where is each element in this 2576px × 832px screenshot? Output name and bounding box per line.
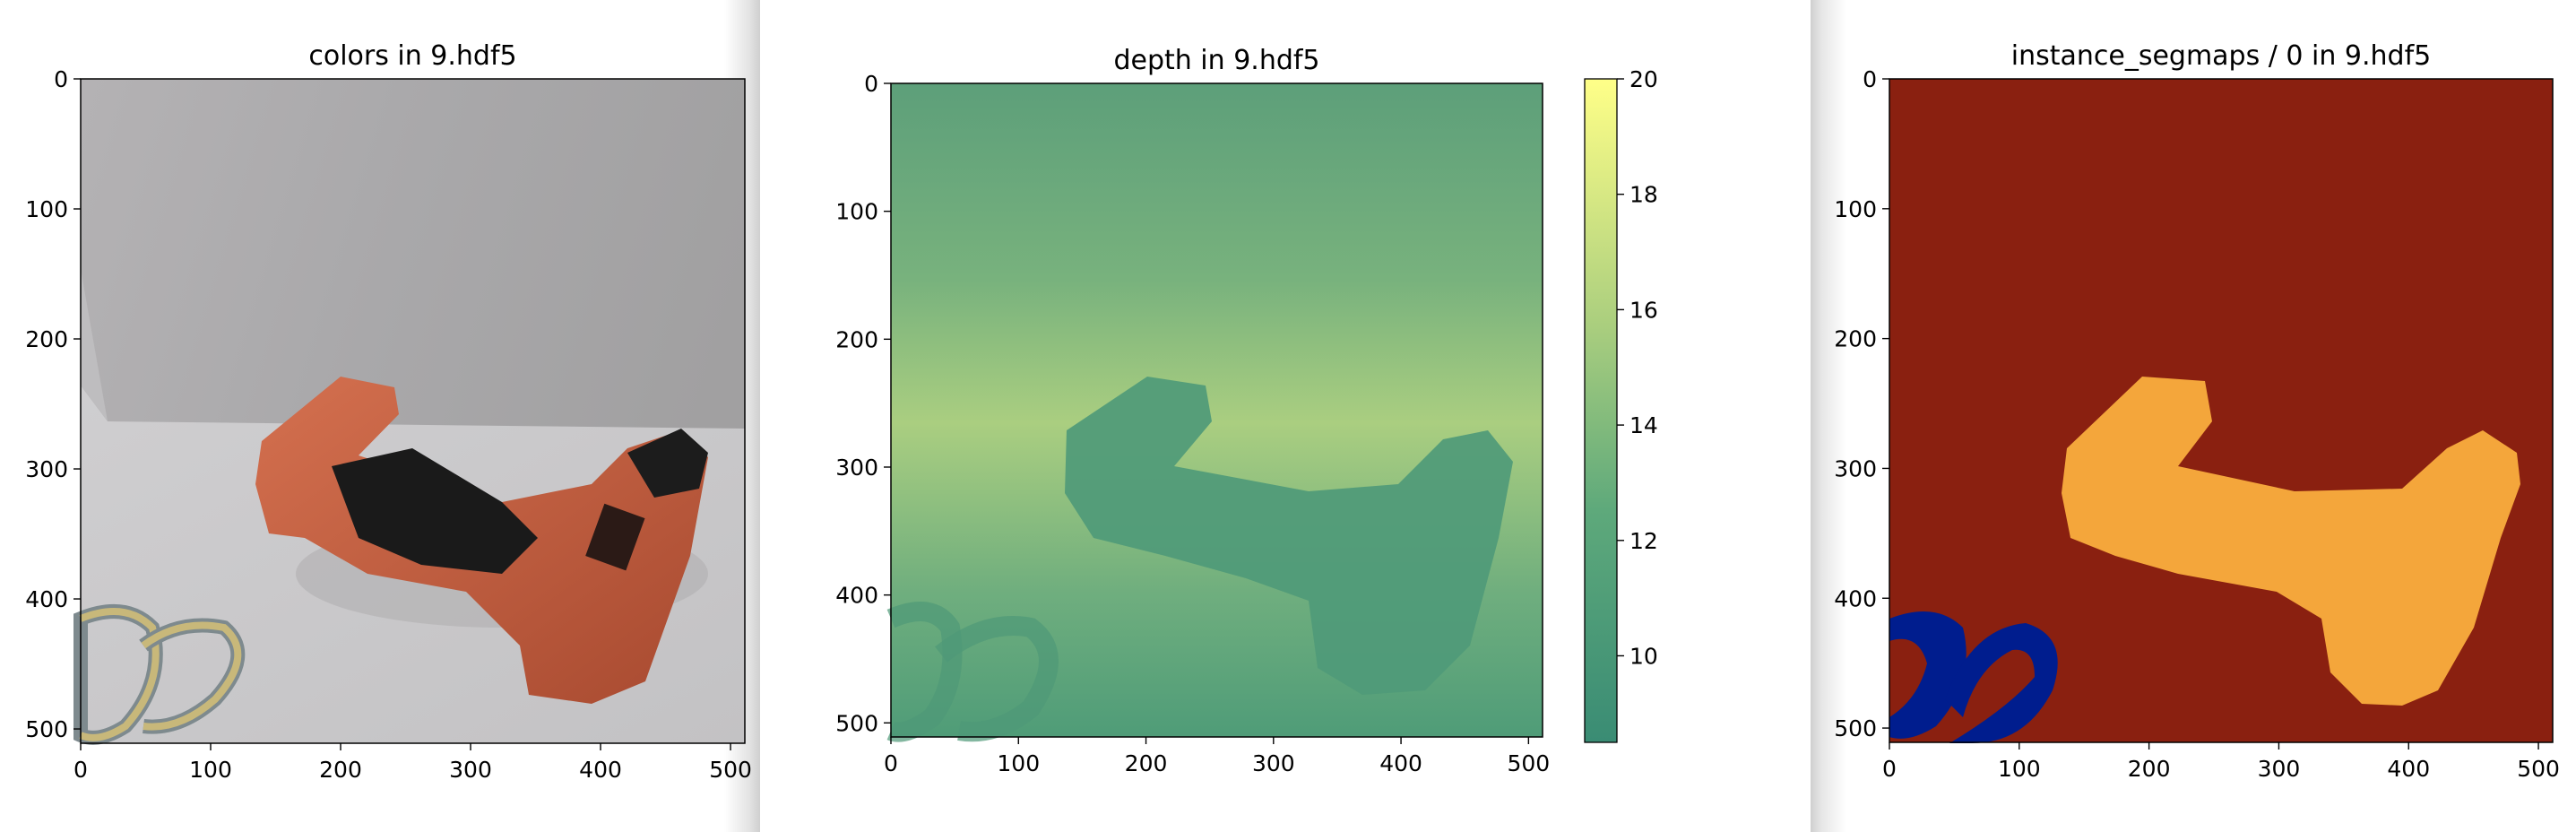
colorbar-tick-label: 16 (1629, 297, 1658, 323)
x-tick-label: 300 (449, 757, 492, 783)
y-tick-label: 200 (25, 326, 68, 352)
x-tick-label: 200 (1125, 750, 1168, 776)
y-tick-label: 500 (25, 716, 68, 742)
x-tick-label: 0 (1882, 756, 1897, 782)
y-tick-label: 500 (1834, 715, 1877, 741)
colorbar-tick-label: 10 (1629, 643, 1658, 669)
x-tick-label: 500 (709, 757, 752, 783)
x-tick-label: 100 (997, 750, 1040, 776)
axes-frame (80, 78, 746, 744)
x-tick-label: 400 (2387, 756, 2430, 782)
x-tick-label: 300 (1252, 750, 1295, 776)
y-tick-label: 300 (1834, 455, 1877, 481)
axes-3: instance_segmaps / 0 in 9.hdf5 0 100 200 300… (1834, 40, 2560, 782)
y-tick-label: 300 (25, 456, 68, 482)
axes-frame (1889, 78, 2554, 743)
x-tick-label: 200 (319, 757, 362, 783)
x-tick-label: 400 (579, 757, 622, 783)
colorbar-tick-label: 12 (1629, 528, 1658, 554)
y-tick-label: 100 (835, 199, 878, 225)
y-tick-label: 400 (835, 583, 878, 609)
segmentation-image (1889, 79, 2553, 743)
x-tick-label: 500 (2517, 756, 2560, 782)
x-tick-label: 500 (1507, 750, 1550, 776)
chart-title: instance_segmaps / 0 in 9.hdf5 (2011, 40, 2432, 72)
y-tick-label: 400 (1834, 585, 1877, 611)
x-tick-label: 200 (2128, 756, 2171, 782)
x-tick-label: 300 (2258, 756, 2301, 782)
x-tick-label: 400 (1379, 750, 1422, 776)
chart-title: depth in 9.hdf5 (1113, 45, 1319, 76)
colorbar-tick-label: 14 (1629, 412, 1658, 438)
depth-image (886, 83, 1543, 742)
panel-separator (1811, 0, 1846, 832)
y-tick-label: 100 (1834, 196, 1877, 222)
chart-title: colors in 9.hdf5 (308, 40, 516, 72)
y-tick-label: 300 (835, 455, 878, 481)
colors-image (73, 79, 745, 745)
y-tick-label: 100 (25, 196, 68, 222)
y-tick-label: 0 (54, 66, 68, 92)
y-tick-label: 200 (835, 326, 878, 352)
colorbar (1584, 78, 1618, 743)
axes-frame (890, 82, 1543, 738)
x-tick-label: 100 (1998, 756, 2041, 782)
y-tick-label: 200 (1834, 326, 1877, 352)
y-tick-label: 400 (25, 586, 68, 612)
colorbar-tick-label: 18 (1629, 182, 1658, 208)
x-tick-label: 100 (189, 757, 232, 783)
x-tick-label: 0 (73, 757, 88, 783)
y-tick-label: 0 (1863, 66, 1877, 92)
x-tick-label: 0 (884, 750, 898, 776)
y-tick-label: 500 (835, 710, 878, 736)
y-tick-label: 0 (864, 71, 878, 97)
colorbar-tick-label: 20 (1629, 66, 1658, 92)
